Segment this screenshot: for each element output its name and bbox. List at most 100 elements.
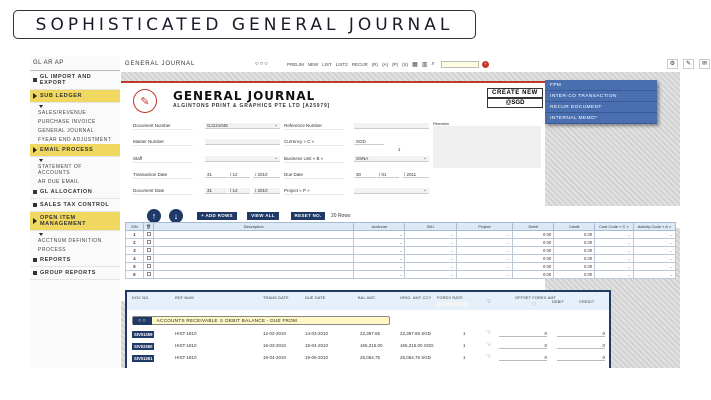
- description-input[interactable]: [153, 238, 355, 247]
- sidebar-subitem[interactable]: ACCTNUM DEFINITION: [38, 237, 102, 244]
- doc-number-badge[interactable]: SIV02360: [132, 343, 155, 350]
- credit-input[interactable]: 0.00: [553, 246, 596, 255]
- debit-input[interactable]: 0.00: [512, 230, 555, 239]
- sidebar-item-open-item-management[interactable]: OPEN ITEM MANAGEMENT: [30, 212, 120, 231]
- project-select[interactable]: ⌄: [455, 246, 514, 255]
- description-input[interactable]: [153, 246, 355, 255]
- cost-code-select[interactable]: ⌄: [594, 262, 634, 271]
- activity-code-select[interactable]: ⌄: [632, 246, 677, 255]
- project-select[interactable]: ⌄: [455, 254, 514, 263]
- credit-input[interactable]: 0.00: [553, 230, 596, 239]
- due-date-day[interactable]: 30: [354, 172, 376, 178]
- credit-input[interactable]: 0.00: [553, 254, 596, 263]
- transaction-date-year[interactable]: / 2010: [253, 172, 280, 178]
- credit-input[interactable]: 0: [557, 331, 605, 337]
- reference-number-input[interactable]: [354, 123, 429, 129]
- side-menu-item[interactable]: INTER-CO TRANSACTION: [545, 91, 657, 102]
- settings-icon[interactable]: ⚙: [667, 59, 678, 69]
- description-input[interactable]: [153, 230, 355, 239]
- master-number-input[interactable]: [205, 139, 280, 145]
- hand-pointer-icon[interactable]: ☜: [531, 302, 537, 308]
- checkbox[interactable]: [146, 232, 151, 236]
- reset-no-button[interactable]: RESET NO.: [291, 212, 325, 220]
- row-checkbox[interactable]: [142, 254, 155, 263]
- debit-input[interactable]: 0.00: [512, 238, 555, 247]
- hand-pointer-icon[interactable]: ☜: [486, 342, 492, 348]
- project-select[interactable]: ⌄: [455, 230, 514, 239]
- document-number-select[interactable]: GJ121048 ⌄: [205, 122, 280, 129]
- debit-input[interactable]: 0.00: [512, 254, 555, 263]
- topbar-link[interactable]: (A): [382, 61, 389, 67]
- search-input[interactable]: [440, 60, 479, 68]
- topbar-link[interactable]: (R): [371, 61, 379, 67]
- staff-select[interactable]: ⌄: [205, 155, 280, 162]
- transaction-date-day[interactable]: 31: [205, 172, 227, 178]
- sidebar-subitem[interactable]: PURCHASE INVOICE: [38, 118, 96, 125]
- doc-number-badge[interactable]: SIV01359: [132, 331, 155, 338]
- credit-input[interactable]: 0: [557, 355, 605, 361]
- sidebar-subitem[interactable]: STATEMENT OF ACCOUNTS: [38, 163, 82, 176]
- cost-code-select[interactable]: ⌄: [594, 238, 634, 247]
- sidebar-item-gl-import-and-export[interactable]: GL IMPORT AND EXPORT: [30, 71, 120, 90]
- bu-select[interactable]: ⌄: [404, 270, 457, 279]
- checkbox[interactable]: [146, 272, 151, 276]
- activity-code-select[interactable]: ⌄: [632, 262, 677, 271]
- business-unit-select[interactable]: SSNA ⌄: [354, 155, 429, 162]
- hand-pointer-icon[interactable]: ☜: [486, 354, 492, 360]
- sidebar-item-group-reports[interactable]: GROUP REPORTS: [30, 267, 120, 280]
- topbar-dots[interactable]: ○○○: [255, 61, 269, 67]
- acctnum-select[interactable]: ⌄: [353, 238, 406, 247]
- debit-input[interactable]: 0.00: [512, 270, 555, 279]
- topbar-link[interactable]: (P): [392, 61, 399, 67]
- sidebar-subitem[interactable]: PROCESS: [38, 246, 66, 253]
- credit-input[interactable]: 0: [557, 343, 605, 349]
- side-menu-item[interactable]: RECUR DOCUMENT: [545, 102, 657, 113]
- acctnum-select[interactable]: ⌄: [353, 230, 406, 239]
- bu-select[interactable]: ⌄: [404, 254, 457, 263]
- document-date-day[interactable]: 31: [205, 188, 227, 194]
- doc-number-badge[interactable]: SIV01361: [132, 355, 155, 362]
- topbar-link[interactable]: LIST: [322, 61, 332, 67]
- hand-pointer-icon[interactable]: ☜: [486, 299, 492, 305]
- acctnum-select[interactable]: ⌄: [353, 254, 406, 263]
- cost-code-select[interactable]: ⌄: [594, 270, 634, 279]
- hand-pointer-icon[interactable]: ☜: [486, 330, 492, 336]
- sidebar-item-reports[interactable]: REPORTS: [30, 254, 120, 267]
- move-up-button[interactable]: ↑: [147, 209, 161, 223]
- edit-icon[interactable]: ✎: [683, 59, 694, 69]
- acctnum-select[interactable]: ⌄: [353, 262, 406, 271]
- bu-select[interactable]: ⌄: [404, 230, 457, 239]
- activity-code-select[interactable]: ⌄: [632, 254, 677, 263]
- document-date-month[interactable]: / 12: [228, 188, 250, 194]
- sidebar-subitem[interactable]: AR DUE EMAIL: [38, 178, 80, 185]
- sidebar-item-sales-tax-control[interactable]: SALES TAX CONTROL: [30, 199, 120, 212]
- topbar-link[interactable]: RECUR: [351, 61, 368, 67]
- sidebar-item-gl-allocation[interactable]: GL ALLOCATION: [30, 186, 120, 199]
- row-checkbox[interactable]: [142, 270, 155, 279]
- currency-input[interactable]: SGD: [354, 139, 384, 145]
- toggle-buttons[interactable]: ○○: [133, 316, 152, 325]
- go-button[interactable]: ›: [481, 60, 489, 68]
- calendar-icon[interactable]: ▦: [412, 61, 418, 68]
- transaction-date-month[interactable]: / 12: [228, 172, 250, 178]
- cost-code-select[interactable]: ⌄: [594, 254, 634, 263]
- chat-icon[interactable]: ✉: [699, 59, 710, 69]
- description-input[interactable]: [153, 262, 355, 271]
- row-checkbox[interactable]: [142, 246, 155, 255]
- topbar-link[interactable]: (S): [402, 61, 409, 67]
- topbar-link[interactable]: LIST2: [335, 61, 348, 67]
- bu-select[interactable]: ⌄: [404, 246, 457, 255]
- bu-select[interactable]: ⌄: [404, 262, 457, 271]
- chart-icon[interactable]: ▥: [421, 61, 428, 68]
- debit-input[interactable]: 0.00: [512, 246, 555, 255]
- due-date-month[interactable]: / 01: [377, 172, 399, 178]
- create-new-button[interactable]: CREATE NEW: [487, 88, 543, 98]
- acctnum-select[interactable]: ⌄: [353, 270, 406, 279]
- sidebar-subitem[interactable]: GENERAL JOURNAL: [38, 127, 94, 134]
- acctnum-select[interactable]: ⌄: [353, 246, 406, 255]
- credit-input[interactable]: 0.00: [553, 262, 596, 271]
- description-input[interactable]: [153, 254, 355, 263]
- project-select[interactable]: ⌄: [455, 270, 514, 279]
- side-menu-item[interactable]: INTERNAL MEMO*: [545, 113, 657, 124]
- checkbox[interactable]: [146, 264, 151, 268]
